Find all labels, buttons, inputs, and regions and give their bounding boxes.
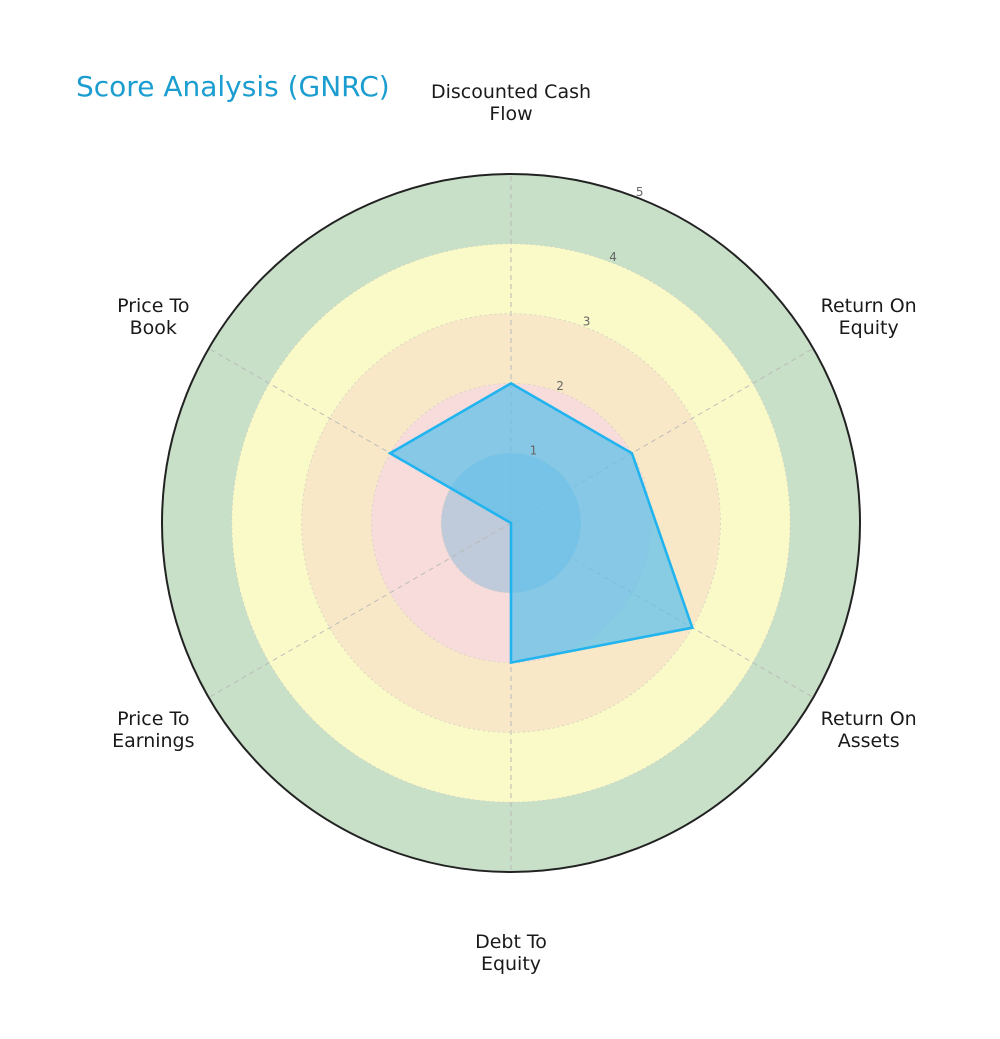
radar-outer-ring — [161, 173, 861, 873]
radar-ring-4 — [231, 243, 791, 803]
radial-tick-labels: 1 2 3 4 5 — [530, 185, 644, 457]
series-area-0 — [387, 381, 695, 665]
axis-label-price-to-earnings: Price To Earnings — [112, 707, 195, 752]
radial-tick-label: 1 — [530, 443, 538, 457]
radial-tick-label: 2 — [556, 379, 564, 393]
radar-spoke — [208, 522, 512, 698]
radial-tick-label: 3 — [583, 314, 591, 328]
radial-tick-label: 5 — [636, 185, 644, 199]
axis-label-return-on-equity: Return On Equity — [820, 294, 917, 339]
axis-label-return-on-assets: Return On Assets — [820, 707, 917, 752]
series-layer — [387, 381, 695, 665]
axis-label-price-to-book: Price To Book — [117, 294, 190, 339]
axis-label-debt-to-equity: Debt To Equity — [475, 931, 547, 975]
radar-ring-3 — [301, 313, 721, 733]
radial-tick-label: 4 — [609, 250, 617, 264]
axis-label-discounted-cash-flow: Discounted Cash Flow — [430, 81, 592, 125]
chart-title: Score Analysis (GNRC) — [76, 70, 390, 103]
